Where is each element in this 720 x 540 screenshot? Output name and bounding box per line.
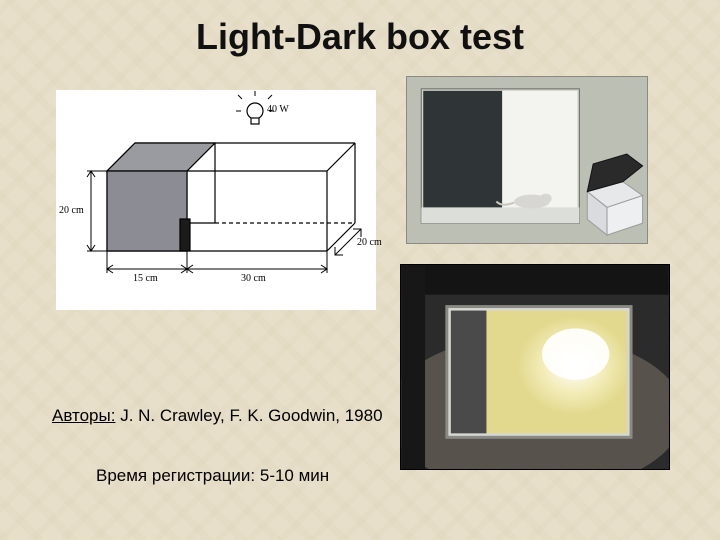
registration-time-value: 5-10 мин bbox=[260, 466, 329, 485]
authors-label: Авторы: bbox=[52, 406, 115, 425]
dim-dark-width-label: 15 cm bbox=[133, 273, 158, 284]
dim-height bbox=[87, 171, 107, 251]
photo1-svg bbox=[407, 77, 647, 243]
dim-depth-label: 20 cm bbox=[357, 237, 382, 248]
apparatus-photo-top bbox=[400, 264, 670, 470]
lamp-power-label: 40 W bbox=[267, 104, 289, 115]
apparatus-photo-side bbox=[406, 76, 648, 244]
dim-height-label: 20 cm bbox=[59, 205, 84, 216]
dim-light-width-label: 30 cm bbox=[241, 273, 266, 284]
dim-light-width bbox=[187, 251, 327, 273]
schematic-svg bbox=[57, 91, 377, 311]
box-geometry bbox=[107, 143, 355, 251]
page-title: Light-Dark box test bbox=[0, 16, 720, 58]
photo2-svg bbox=[401, 265, 669, 469]
authors-value: J. N. Crawley, F. K. Goodwin, 1980 bbox=[120, 406, 382, 425]
authors-line: Авторы: J. N. Crawley, F. K. Goodwin, 19… bbox=[52, 406, 383, 426]
dim-dark-width bbox=[107, 251, 187, 273]
registration-time-line: Время регистрации: 5-10 мин bbox=[96, 466, 329, 486]
lightdark-schematic: 40 W 20 cm 15 cm 30 cm 20 cm bbox=[56, 90, 376, 310]
registration-time-label: Время регистрации: bbox=[96, 466, 255, 485]
